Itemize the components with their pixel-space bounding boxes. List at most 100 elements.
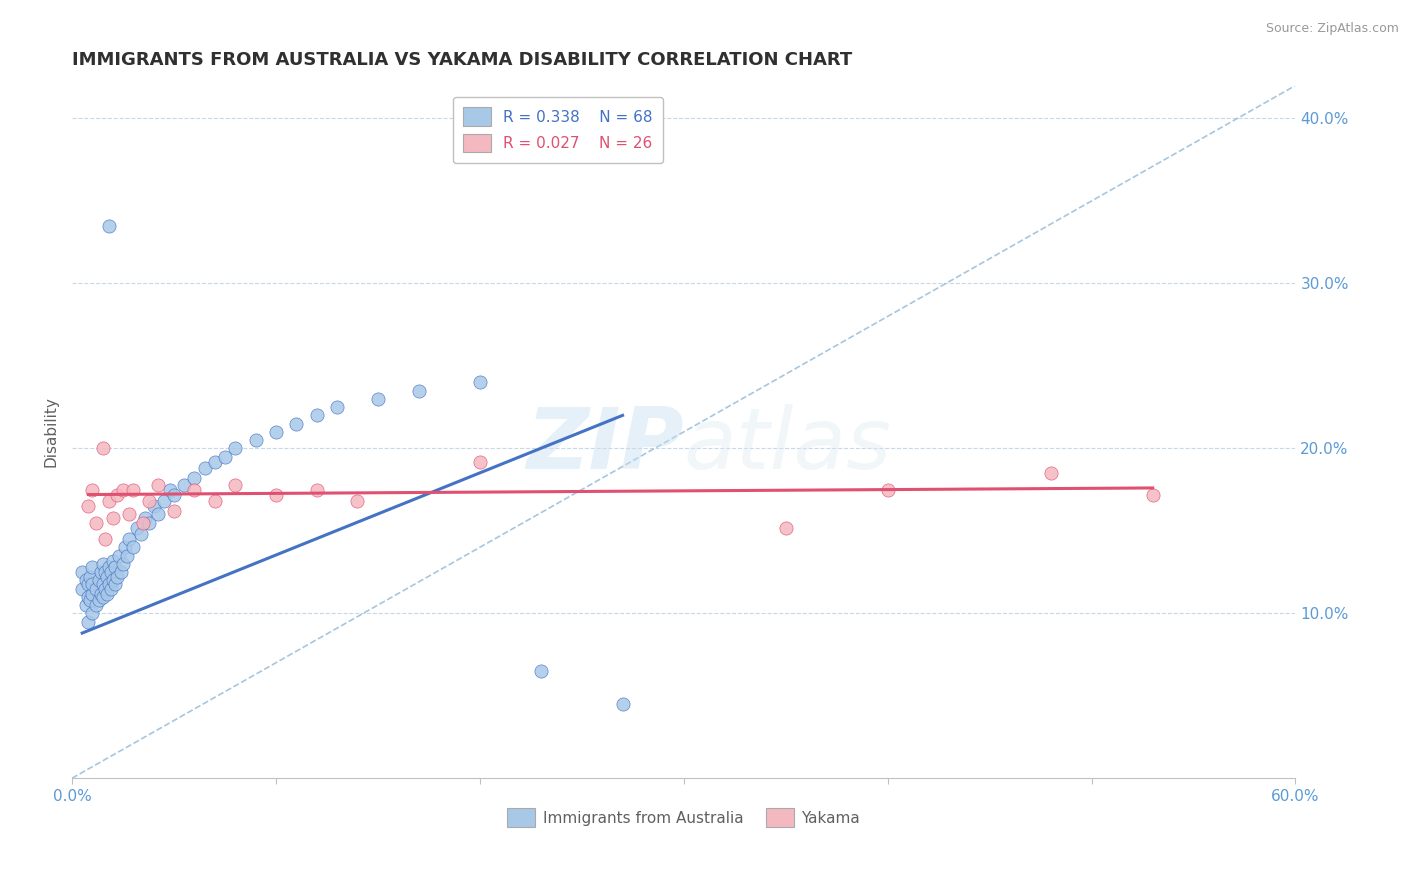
Point	[82, 560, 104, 574]
Point	[91, 442, 114, 456]
Point	[91, 557, 114, 571]
Point	[1039, 466, 1062, 480]
Point	[127, 520, 149, 534]
Point	[77, 615, 100, 629]
Point	[101, 574, 124, 588]
Y-axis label: Disability: Disability	[44, 396, 58, 467]
Point	[132, 516, 155, 530]
Point	[96, 570, 118, 584]
Point	[82, 576, 104, 591]
Point	[79, 593, 101, 607]
Point	[122, 483, 145, 497]
Point	[264, 425, 287, 439]
Point	[97, 494, 120, 508]
Text: IMMIGRANTS FROM AUSTRALIA VS YAKAMA DISABILITY CORRELATION CHART: IMMIGRANTS FROM AUSTRALIA VS YAKAMA DISA…	[72, 51, 852, 69]
Point	[775, 520, 797, 534]
Point	[77, 499, 100, 513]
Point	[86, 598, 108, 612]
Text: atlas: atlas	[683, 404, 891, 487]
Point	[110, 565, 132, 579]
Point	[183, 471, 205, 485]
Point	[93, 565, 115, 579]
Point	[305, 483, 328, 497]
Point	[118, 532, 141, 546]
Point	[97, 576, 120, 591]
Point	[138, 516, 160, 530]
Point	[87, 593, 110, 607]
Point	[75, 598, 97, 612]
Point	[86, 516, 108, 530]
Point	[146, 477, 169, 491]
Point	[118, 508, 141, 522]
Point	[134, 510, 156, 524]
Point	[105, 487, 128, 501]
Point	[408, 384, 430, 398]
Point	[305, 409, 328, 423]
Point	[183, 483, 205, 497]
Point	[82, 607, 104, 621]
Point	[100, 582, 122, 596]
Point	[75, 574, 97, 588]
Text: Source: ZipAtlas.com: Source: ZipAtlas.com	[1265, 22, 1399, 36]
Point	[97, 560, 120, 574]
Point	[530, 664, 553, 678]
Point	[79, 570, 101, 584]
Point	[1142, 487, 1164, 501]
Point	[131, 527, 153, 541]
Point	[108, 549, 131, 563]
Point	[367, 392, 389, 406]
Point	[93, 582, 115, 596]
Point	[468, 454, 491, 468]
Point	[224, 442, 246, 456]
Point	[97, 219, 120, 233]
Point	[104, 560, 127, 574]
Point	[346, 494, 368, 508]
Point	[90, 565, 112, 579]
Text: ZIP: ZIP	[526, 404, 683, 487]
Point	[86, 582, 108, 596]
Point	[142, 499, 165, 513]
Point	[468, 376, 491, 390]
Point	[138, 494, 160, 508]
Point	[152, 494, 174, 508]
Point	[82, 483, 104, 497]
Point	[91, 576, 114, 591]
Point	[163, 487, 186, 501]
Point	[100, 565, 122, 579]
Legend: Immigrants from Australia, Yakama: Immigrants from Australia, Yakama	[502, 802, 866, 833]
Point	[264, 487, 287, 501]
Point	[245, 433, 267, 447]
Point	[122, 541, 145, 555]
Point	[111, 557, 134, 571]
Point	[101, 510, 124, 524]
Point	[101, 553, 124, 567]
Point	[90, 586, 112, 600]
Point	[204, 454, 226, 468]
Point	[96, 586, 118, 600]
Point	[159, 483, 181, 497]
Point	[214, 450, 236, 464]
Point	[105, 570, 128, 584]
Point	[326, 400, 349, 414]
Point	[77, 576, 100, 591]
Point	[91, 590, 114, 604]
Point	[115, 549, 138, 563]
Point	[204, 494, 226, 508]
Point	[193, 461, 215, 475]
Point	[173, 477, 195, 491]
Point	[70, 582, 93, 596]
Point	[876, 483, 898, 497]
Point	[146, 508, 169, 522]
Point	[87, 574, 110, 588]
Point	[224, 477, 246, 491]
Point	[93, 532, 115, 546]
Point	[111, 483, 134, 497]
Point	[70, 565, 93, 579]
Point	[114, 541, 136, 555]
Point	[82, 586, 104, 600]
Point	[163, 504, 186, 518]
Point	[77, 590, 100, 604]
Point	[104, 576, 127, 591]
Point	[285, 417, 308, 431]
Point	[612, 697, 634, 711]
